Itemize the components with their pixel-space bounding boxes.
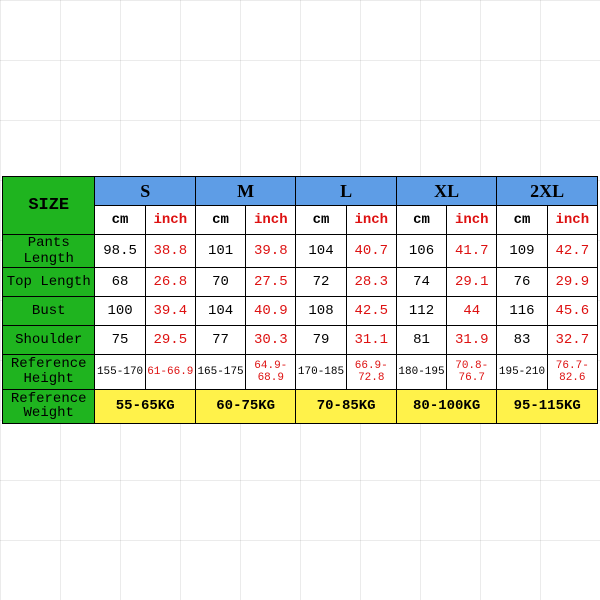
- top-cm: 74: [396, 268, 446, 297]
- shoulder-inch: 30.3: [246, 326, 296, 355]
- top-cm: 70: [195, 268, 245, 297]
- shoulder-cm: 83: [497, 326, 547, 355]
- pants-inch: 39.8: [246, 235, 296, 268]
- shoulder-inch: 31.9: [447, 326, 497, 355]
- pants-cm: 109: [497, 235, 547, 268]
- bust-cm: 108: [296, 297, 346, 326]
- ref-height-cm: 165-175: [195, 355, 245, 389]
- header-size-l: L: [296, 177, 396, 206]
- shoulder-cm: 81: [396, 326, 446, 355]
- pants-inch: 38.8: [145, 235, 195, 268]
- ref-height-label-text: ReferenceHeight: [11, 356, 87, 387]
- row-label-bust: Bust: [3, 297, 95, 326]
- pants-cm: 106: [396, 235, 446, 268]
- ref-height-inch: 66.9-72.8: [346, 355, 396, 389]
- pants-cm: 104: [296, 235, 346, 268]
- unit-inch: inch: [246, 206, 296, 235]
- row-label-top-length: Top Length: [3, 268, 95, 297]
- unit-inch: inch: [145, 206, 195, 235]
- ref-height-cm: 180-195: [396, 355, 446, 389]
- header-size-s: S: [95, 177, 195, 206]
- unit-cm: cm: [497, 206, 547, 235]
- bust-cm: 100: [95, 297, 145, 326]
- bust-cm: 116: [497, 297, 547, 326]
- top-cm: 68: [95, 268, 145, 297]
- bust-inch: 42.5: [346, 297, 396, 326]
- top-cm: 72: [296, 268, 346, 297]
- ref-height-inch: 61-66.9: [145, 355, 195, 389]
- shoulder-cm: 79: [296, 326, 346, 355]
- bust-inch: 40.9: [246, 297, 296, 326]
- header-size: SIZE: [3, 177, 95, 235]
- shoulder-inch: 29.5: [145, 326, 195, 355]
- ref-weight-val: 95-115KG: [497, 389, 598, 423]
- ref-height-inch: 64.9-68.9: [246, 355, 296, 389]
- shoulder-cm: 77: [195, 326, 245, 355]
- pants-inch: 40.7: [346, 235, 396, 268]
- ref-height-inch: 70.8-76.7: [447, 355, 497, 389]
- pants-inch: 41.7: [447, 235, 497, 268]
- unit-cm: cm: [396, 206, 446, 235]
- shoulder-inch: 31.1: [346, 326, 396, 355]
- ref-height-cm: 155-170: [95, 355, 145, 389]
- pants-inch: 42.7: [547, 235, 597, 268]
- bust-inch: 44: [447, 297, 497, 326]
- row-label-shoulder: Shoulder: [3, 326, 95, 355]
- shoulder-cm: 75: [95, 326, 145, 355]
- size-chart-table: SIZE S M L XL 2XL cm inch cm inch cm inc…: [2, 176, 598, 424]
- unit-inch: inch: [447, 206, 497, 235]
- row-label-pants-length: Pants Length: [3, 235, 95, 268]
- bust-cm: 112: [396, 297, 446, 326]
- ref-height-cm: 170-185: [296, 355, 346, 389]
- ref-weight-label-text: ReferenceWeight: [11, 391, 87, 422]
- top-inch: 27.5: [246, 268, 296, 297]
- top-inch: 29.1: [447, 268, 497, 297]
- row-label-ref-weight: ReferenceWeight: [3, 389, 95, 423]
- header-size-2xl: 2XL: [497, 177, 598, 206]
- unit-cm: cm: [296, 206, 346, 235]
- top-cm: 76: [497, 268, 547, 297]
- row-label-ref-height: ReferenceHeight: [3, 355, 95, 389]
- ref-weight-val: 55-65KG: [95, 389, 195, 423]
- pants-cm: 98.5: [95, 235, 145, 268]
- shoulder-inch: 32.7: [547, 326, 597, 355]
- ref-weight-val: 80-100KG: [396, 389, 496, 423]
- top-inch: 29.9: [547, 268, 597, 297]
- ref-weight-val: 60-75KG: [195, 389, 295, 423]
- top-inch: 26.8: [145, 268, 195, 297]
- unit-inch: inch: [547, 206, 597, 235]
- unit-cm: cm: [95, 206, 145, 235]
- ref-height-cm: 195-210: [497, 355, 547, 389]
- size-chart-container: SIZE S M L XL 2XL cm inch cm inch cm inc…: [2, 176, 598, 424]
- unit-cm: cm: [195, 206, 245, 235]
- unit-inch: inch: [346, 206, 396, 235]
- ref-height-inch: 76.7-82.6: [547, 355, 597, 389]
- top-inch: 28.3: [346, 268, 396, 297]
- bust-inch: 39.4: [145, 297, 195, 326]
- ref-weight-val: 70-85KG: [296, 389, 396, 423]
- pants-cm: 101: [195, 235, 245, 268]
- header-size-m: M: [195, 177, 295, 206]
- header-size-xl: XL: [396, 177, 496, 206]
- bust-inch: 45.6: [547, 297, 597, 326]
- bust-cm: 104: [195, 297, 245, 326]
